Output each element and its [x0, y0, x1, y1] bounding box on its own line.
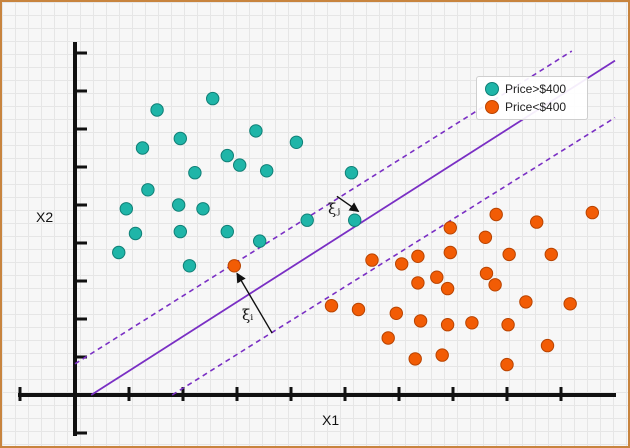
low-price-point — [502, 247, 516, 262]
high-price-point — [141, 183, 155, 197]
low-price-point — [435, 348, 449, 362]
low-price-point — [227, 259, 242, 273]
high-price-point — [112, 245, 126, 260]
low-price-point — [324, 299, 339, 313]
high-price-point — [220, 148, 234, 163]
low-price-point — [408, 352, 422, 366]
low-price-point — [351, 302, 366, 317]
y-axis-label: X2 — [36, 209, 54, 225]
low-price-point — [411, 249, 425, 264]
low-price-point — [478, 230, 493, 245]
legend-item-low-price: Price<$400 — [485, 98, 566, 116]
low-price-point — [519, 295, 533, 309]
high-price-point — [348, 213, 362, 227]
low-price-point — [413, 314, 428, 328]
lower-margin-line — [171, 116, 616, 396]
low-price-point — [395, 257, 409, 271]
xi-i-arrow — [236, 272, 273, 334]
low-price-point — [488, 278, 502, 292]
low-price-point — [440, 281, 455, 296]
high-price-point — [206, 91, 220, 106]
xi-i-label: ξᵢ — [242, 306, 253, 324]
low-price-point — [501, 318, 515, 332]
low-price-point — [430, 270, 444, 284]
high-price-point — [173, 224, 188, 239]
x-axis-label: X1 — [322, 412, 340, 428]
high-price-point — [220, 224, 234, 239]
high-price-point — [252, 234, 267, 248]
high-price-point — [188, 166, 202, 180]
low-price-point — [563, 297, 577, 311]
high-price-point — [233, 158, 247, 172]
low-price-point — [381, 331, 395, 345]
high-price-point — [173, 131, 188, 146]
low-price-point — [540, 338, 555, 353]
legend-label-low-price: Price<$400 — [505, 100, 567, 114]
low-price-point — [411, 276, 425, 290]
xi-j-label: ξⱼ — [328, 200, 340, 218]
low-price-point — [500, 357, 514, 372]
low-price-point — [389, 306, 403, 320]
low-price-point — [443, 245, 457, 260]
low-price-point — [489, 207, 503, 222]
low-price-point — [544, 247, 558, 262]
legend-marker-high-price — [485, 82, 499, 96]
low-price-point — [443, 221, 457, 235]
low-price-point — [585, 205, 600, 220]
legend-item-high-price: Price>$400 — [485, 80, 566, 98]
high-price-point — [344, 166, 359, 180]
high-price-point — [128, 226, 143, 241]
low-price-point — [479, 266, 494, 281]
high-price-point — [182, 259, 197, 273]
high-price-point — [196, 202, 210, 216]
low-price-point — [365, 253, 379, 267]
low-price-point — [440, 318, 455, 332]
xi-j-arrow — [336, 195, 360, 213]
high-price-point — [119, 202, 134, 216]
high-price-point — [135, 141, 150, 155]
high-price-point — [171, 198, 186, 212]
legend-label-high-price: Price>$400 — [505, 82, 567, 96]
low-price-point — [530, 215, 544, 229]
high-price-point — [150, 103, 164, 117]
low-price-point — [465, 316, 479, 330]
high-price-point — [260, 164, 274, 178]
legend-marker-low-price — [485, 100, 499, 114]
high-price-point — [249, 124, 263, 138]
legend: Price>$400 Price<$400 — [476, 76, 588, 120]
high-price-point — [300, 213, 314, 227]
high-price-point — [289, 135, 304, 150]
